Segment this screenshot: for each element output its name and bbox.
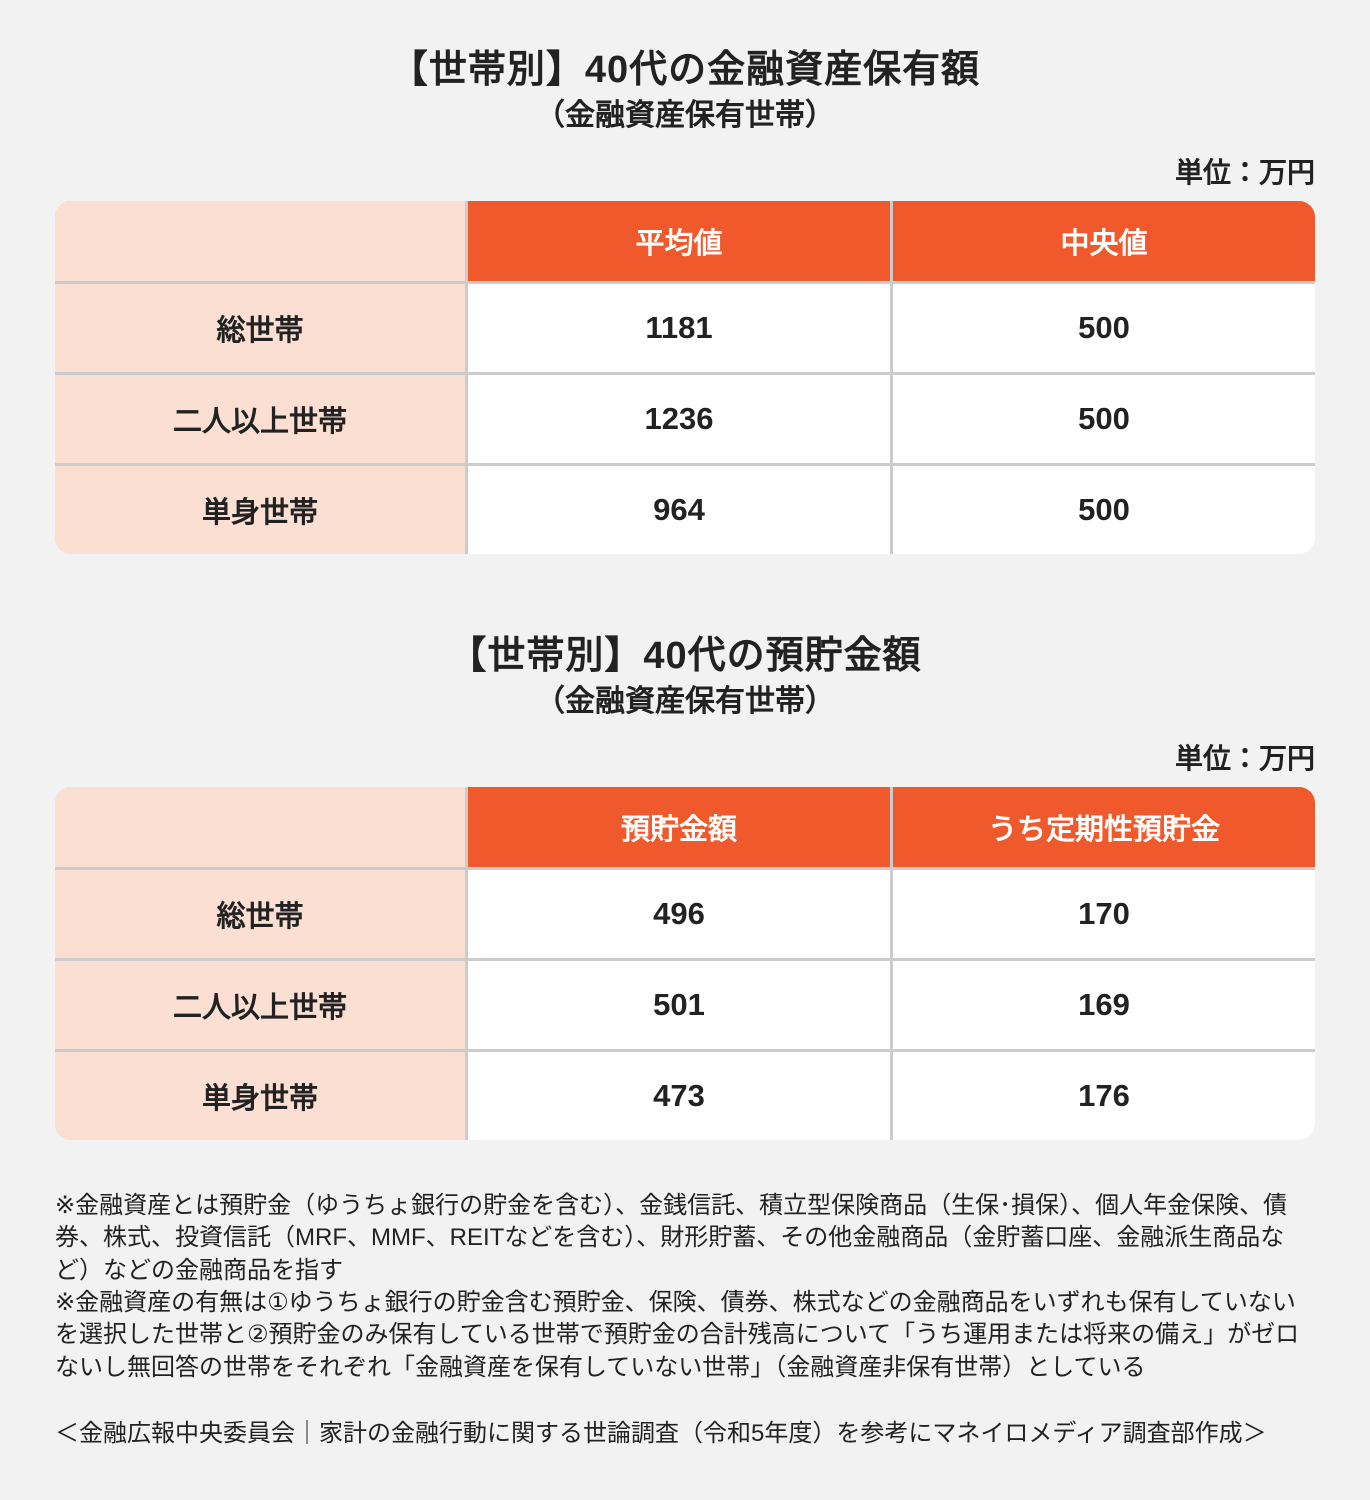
cell-value: 169: [893, 960, 1315, 1049]
cell-value: 501: [468, 960, 890, 1049]
cell-value: 176: [893, 1051, 1315, 1140]
section-title: 【世帯別】40代の預貯金額: [448, 634, 922, 677]
row-label: 単身世帯: [55, 465, 465, 554]
cell-value: 1236: [468, 374, 890, 463]
row-label: 単身世帯: [55, 1051, 465, 1140]
section-financial-assets: 【世帯別】40代の金融資産保有額 （金融資産保有世帯） 単位：万円 平均値 中央…: [55, 46, 1315, 554]
section-subtitle: （金融資産保有世帯）: [535, 99, 835, 133]
column-header-time-deposit: うち定期性預貯金: [893, 786, 1315, 867]
footnote-definition: ※金融資産とは預貯金（ゆうちょ銀行の貯金を含む）、金銭信託、積立型保険商品（生保…: [55, 1191, 1288, 1284]
cell-value: 1181: [468, 283, 890, 372]
row-label: 二人以上世帯: [55, 960, 465, 1049]
corner-cell: [55, 786, 465, 867]
infographic-page: 【世帯別】40代の金融資産保有額 （金融資産保有世帯） 単位：万円 平均値 中央…: [55, 46, 1315, 1451]
cell-value: 500: [893, 465, 1315, 554]
source-attribution: ＜金融広報中央委員会｜家計の金融行動に関する世論調査（令和5年度）を参考にマネイ…: [55, 1420, 1267, 1448]
savings-table: 預貯金額 うち定期性預貯金 総世帯 496 170 二人以上世帯 501 169…: [55, 786, 1315, 1140]
row-label: 二人以上世帯: [55, 374, 465, 463]
row-label: 総世帯: [55, 283, 465, 372]
asset-table: 平均値 中央値 総世帯 1181 500 二人以上世帯 1236 500 単身世…: [55, 200, 1315, 554]
row-label: 総世帯: [55, 869, 465, 958]
column-header-median: 中央値: [893, 200, 1315, 281]
cell-value: 170: [893, 869, 1315, 958]
unit-label: 単位：万円: [1174, 156, 1315, 188]
column-header-average: 平均値: [468, 200, 890, 281]
column-header-savings: 預貯金額: [468, 786, 890, 867]
section-subtitle: （金融資産保有世帯）: [535, 685, 835, 719]
corner-cell: [55, 200, 465, 281]
section-savings: 【世帯別】40代の預貯金額 （金融資産保有世帯） 単位：万円 預貯金額 うち定期…: [55, 632, 1315, 1140]
section-title: 【世帯別】40代の金融資産保有額: [389, 49, 981, 91]
unit-label: 単位：万円: [1174, 742, 1315, 774]
footnote-criteria: ※金融資産の有無は①ゆうちょ銀行の貯金含む預貯金、保険、債券、株式などの金融商品…: [55, 1288, 1300, 1381]
cell-value: 964: [468, 465, 890, 554]
cell-value: 473: [468, 1051, 890, 1140]
footnotes-block: ※金融資産とは預貯金（ゆうちょ銀行の貯金を含む）、金銭信託、積立型保険商品（生保…: [55, 1190, 1315, 1451]
cell-value: 500: [893, 283, 1315, 372]
cell-value: 500: [893, 374, 1315, 463]
cell-value: 496: [468, 869, 890, 958]
